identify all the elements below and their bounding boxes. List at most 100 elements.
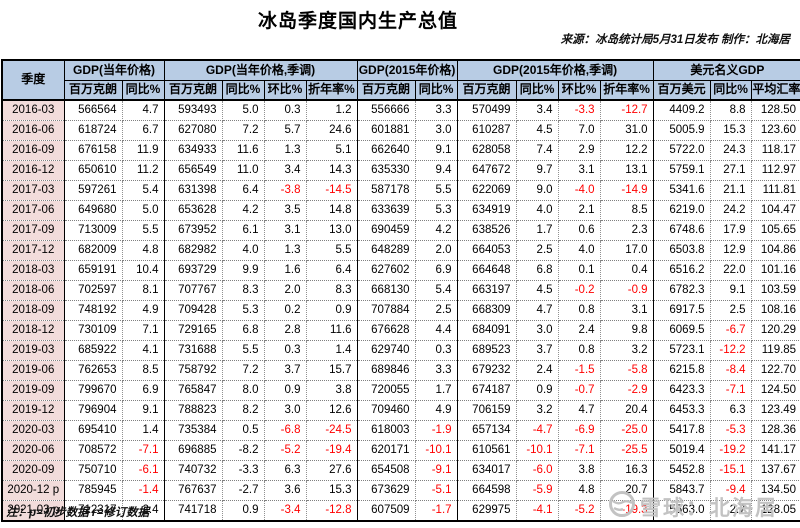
table-cell: 3.2 (516, 400, 559, 421)
col-group-4: 美元名义GDP (652, 59, 800, 81)
table-cell: 6.1 (222, 220, 265, 241)
table-cell: 657134 (457, 420, 517, 441)
table-cell: 618724 (64, 120, 123, 141)
table-cell: 3.4 (264, 160, 307, 181)
table-cell: 2.4 (122, 500, 165, 521)
table-cell: 682982 (164, 240, 223, 261)
table-cell: 601881 (357, 120, 416, 141)
table-cell: 693729 (164, 260, 223, 281)
table-cell: 13.1 (600, 160, 654, 181)
table-cell: 5.0 (122, 200, 165, 221)
table-cell: 8.8 (710, 100, 752, 121)
table-cell: 6219.0 (653, 200, 711, 221)
table-cell: 2.9 (558, 140, 601, 161)
table-cell: 2.5 (710, 300, 752, 321)
table-cell: 4.5 (516, 280, 559, 301)
table-row: 2019-06 762653 8.5 758792 7.2 3.7 15.7 689846 3.… (2, 360, 800, 381)
table-cell: 6503.8 (653, 240, 711, 261)
table-cell: -7.1 (558, 440, 601, 461)
table-cell: 6.9 (415, 260, 458, 281)
col-group-1: GDP(当年价格,季调) (163, 59, 358, 81)
table-cell: 4.8 (122, 240, 165, 261)
table-cell: 607509 (357, 500, 416, 521)
quarter-cell: 2020-03 (2, 420, 65, 441)
table-cell: -12.7 (600, 100, 654, 121)
table-cell: 101.16 (751, 260, 800, 281)
table-cell: 748192 (64, 300, 123, 321)
quarter-cell: 2021-03 p (2, 500, 65, 521)
table-cell: 12.9 (710, 240, 752, 261)
table-cell: 628058 (457, 140, 517, 161)
table-cell: 8.5 (122, 360, 165, 381)
table-cell: -2.9 (600, 380, 654, 401)
table-cell: 3.0 (516, 320, 559, 341)
table-cell: 3.1 (264, 220, 307, 241)
table-cell: -8.4 (710, 360, 752, 381)
table-cell: 709428 (164, 300, 223, 321)
table-cell: 689846 (357, 360, 416, 381)
quarter-cell: 2017-09 (2, 220, 65, 241)
table-cell: 9.1 (415, 140, 458, 161)
table-cell: 104.86 (751, 240, 800, 261)
table-cell: 7.1 (122, 320, 165, 341)
table-cell: 9.8 (600, 320, 654, 341)
table-cell: 8.5 (600, 200, 654, 221)
table-cell: 6.3 (264, 460, 307, 481)
table-cell: 5.4 (415, 280, 458, 301)
table-cell: -0.2 (558, 280, 601, 301)
table-cell: 0.8 (558, 340, 601, 361)
table-cell: -6.8 (264, 420, 307, 441)
table-cell: 17.9 (710, 220, 752, 241)
table-cell: 3.7 (516, 340, 559, 361)
table-cell: 137.67 (751, 460, 800, 481)
gdp-table: 季度 GDP(当年价格) GDP(当年价格,季调) GDP(2015年价格) GDP(2… (1, 59, 800, 522)
table-cell: 111.81 (751, 180, 800, 201)
table-cell: -19.2 (710, 440, 752, 461)
table-cell: 11.2 (122, 160, 165, 181)
table-cell: 3.4 (516, 100, 559, 121)
table-cell: 740732 (164, 460, 223, 481)
table-cell: -1.9 (415, 420, 458, 441)
table-cell: 627602 (357, 260, 416, 281)
table-cell: 3.0 (415, 120, 458, 141)
table-cell: 24.2 (710, 200, 752, 221)
table-cell: 4.1 (122, 340, 165, 361)
table-cell: 6.9 (122, 380, 165, 401)
table-cell: 5843.7 (653, 480, 711, 501)
table-cell: 12.6 (306, 400, 358, 421)
table-cell: -1.4 (122, 480, 165, 501)
table-cell: 707767 (164, 280, 223, 301)
table-cell: 707884 (357, 300, 416, 321)
table-cell: 5005.9 (653, 120, 711, 141)
table-row: 2018-03 659191 10.4 693729 9.9 1.6 6.4 627602 6.… (2, 260, 800, 281)
table-cell: 729165 (164, 320, 223, 341)
table-cell: 119.85 (751, 340, 800, 361)
table-cell: -9.4 (710, 480, 752, 501)
quarter-cell: 2016-03 (2, 100, 65, 121)
table-cell: 1.7 (516, 220, 559, 241)
quarter-cell: 2017-03 (2, 180, 65, 201)
table-cell: 0.9 (306, 300, 358, 321)
table-cell: 11.6 (222, 140, 265, 161)
table-cell: 0.8 (558, 300, 601, 321)
table-cell: 6917.5 (653, 300, 711, 321)
table-cell: 20.7 (600, 480, 654, 501)
table-cell: 654508 (357, 460, 416, 481)
table-cell: 634017 (457, 460, 517, 481)
table-cell: -1.7 (415, 500, 458, 521)
table-cell: 4.8 (558, 480, 601, 501)
table-row: 2018-09 748192 4.9 709428 5.3 0.2 0.9 707884 2.5… (2, 300, 800, 321)
source-note: 来源：冰岛统计局5月31日发布 制作：北海居 (560, 34, 790, 46)
table-cell: 6215.8 (653, 360, 711, 381)
table-cell: -6.0 (516, 460, 559, 481)
table-cell: 5.4 (122, 180, 165, 201)
table-row: 2020-03 695410 1.4 735384 0.5 -6.8 -24.5 618003… (2, 420, 800, 441)
table-cell: -15.1 (710, 460, 752, 481)
table-cell: 9.1 (122, 400, 165, 421)
table-cell: 12.2 (600, 140, 654, 161)
table-cell: 610561 (457, 440, 517, 461)
table-cell: 124.50 (751, 380, 800, 401)
table-cell: 2.4 (558, 320, 601, 341)
table-cell: 2.1 (558, 200, 601, 221)
table-cell: 118.17 (751, 140, 800, 161)
